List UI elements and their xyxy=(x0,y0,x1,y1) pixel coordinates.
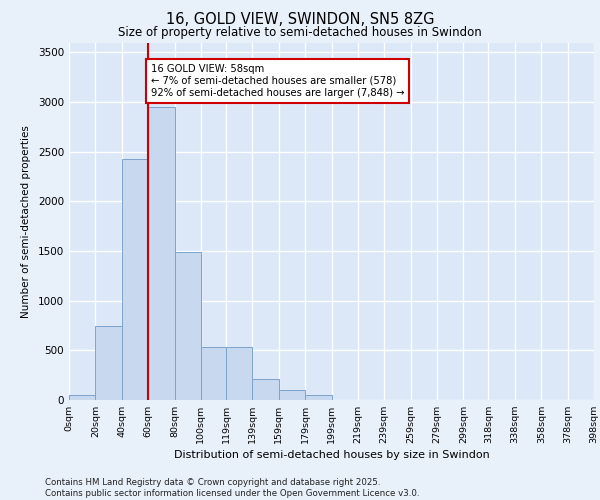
Bar xyxy=(122,158,148,400)
Bar xyxy=(201,347,226,400)
Bar xyxy=(253,379,279,400)
Text: 16 GOLD VIEW: 58sqm
← 7% of semi-detached houses are smaller (578)
92% of semi-d: 16 GOLD VIEW: 58sqm ← 7% of semi-detache… xyxy=(151,64,404,98)
Bar xyxy=(95,326,122,400)
Bar xyxy=(69,395,95,400)
Text: 16, GOLD VIEW, SWINDON, SN5 8ZG: 16, GOLD VIEW, SWINDON, SN5 8ZG xyxy=(166,12,434,28)
Text: Contains HM Land Registry data © Crown copyright and database right 2025.
Contai: Contains HM Land Registry data © Crown c… xyxy=(45,478,419,498)
Bar xyxy=(175,252,201,400)
X-axis label: Distribution of semi-detached houses by size in Swindon: Distribution of semi-detached houses by … xyxy=(173,450,490,460)
Bar xyxy=(305,394,331,400)
Bar xyxy=(279,390,305,400)
Y-axis label: Number of semi-detached properties: Number of semi-detached properties xyxy=(21,125,31,318)
Bar xyxy=(226,347,253,400)
Bar xyxy=(148,107,175,400)
Text: Size of property relative to semi-detached houses in Swindon: Size of property relative to semi-detach… xyxy=(118,26,482,39)
